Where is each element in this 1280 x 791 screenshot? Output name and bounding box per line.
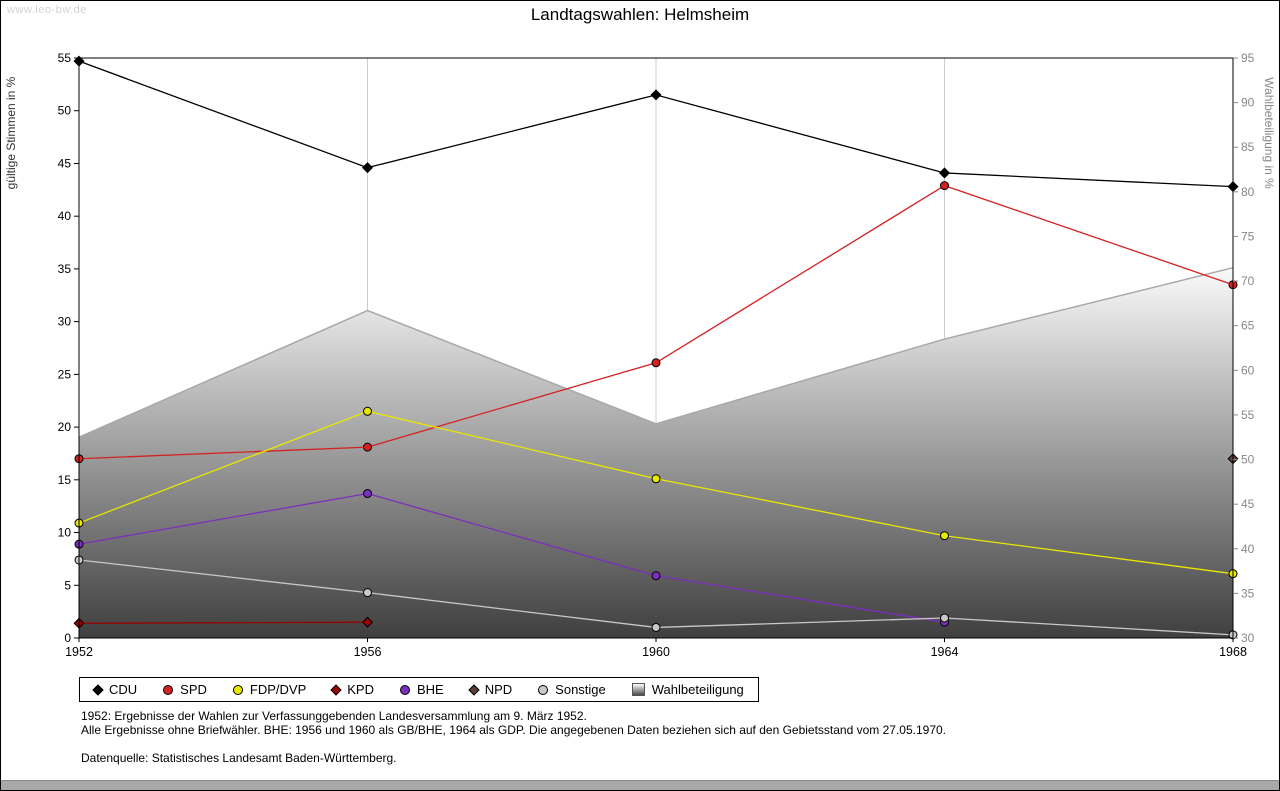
legend-label-spd: SPD <box>180 682 207 697</box>
legend-label-kpd: KPD <box>347 682 374 697</box>
legend-label-npd: NPD <box>484 682 513 697</box>
footnotes: 1952: Ergebnisse der Wahlen zur Verfassu… <box>81 709 946 765</box>
spd-point <box>363 442 372 452</box>
spd-point <box>651 358 661 368</box>
x-axis-tick-label: 1964 <box>931 645 959 659</box>
bhe-point <box>363 489 372 499</box>
legend-label-fdp-dvp: FDP/DVP <box>249 682 307 697</box>
footnote-source: Datenquelle: Statistisches Landesamt Bad… <box>81 751 397 765</box>
right-axis-tick-label: 75 <box>1241 229 1255 243</box>
left-axis-tick-label: 50 <box>58 104 72 118</box>
legend-marker-wahlbeteiligung <box>631 683 645 696</box>
right-axis-tick-label: 90 <box>1241 96 1255 110</box>
cdu-point <box>938 167 951 179</box>
legend-label-wahlbeteiligung: Wahlbeteiligung <box>651 682 744 697</box>
left-axis-tick-label: 15 <box>58 473 72 487</box>
horizontal-scrollbar[interactable] <box>1 780 1279 790</box>
legend-label-sonstige: Sonstige <box>555 682 606 697</box>
legend-marker-fdp-dvp <box>232 684 243 695</box>
left-axis-title: gültige Stimmen in % <box>4 76 18 189</box>
x-axis-tick-label: 1952 <box>65 645 93 659</box>
left-axis-tick-label: 35 <box>58 262 72 276</box>
legend-marker-spd <box>163 684 174 695</box>
right-axis-tick-label: 85 <box>1241 140 1255 154</box>
left-axis-tick-label: 45 <box>58 156 72 170</box>
right-axis-tick-label: 45 <box>1241 497 1255 511</box>
left-axis-tick-label: 5 <box>64 578 71 592</box>
left-axis-tick-label: 40 <box>58 209 72 223</box>
legend-item-bhe: BHE <box>399 682 444 697</box>
fdp-dvp-point <box>363 406 372 416</box>
legend-marker-bhe <box>399 684 410 695</box>
right-axis-tick-label: 55 <box>1241 408 1255 422</box>
cdu-point <box>361 162 374 174</box>
sonstige-point <box>363 588 372 598</box>
right-axis-tick-label: 65 <box>1241 319 1255 333</box>
watermark: www.leo-bw.de <box>7 4 87 16</box>
right-axis-tick-label: 40 <box>1241 542 1255 556</box>
left-axis-tick-label: 30 <box>58 315 72 329</box>
right-axis-tick-label: 80 <box>1241 185 1255 199</box>
right-axis-tick-label: 35 <box>1241 586 1255 600</box>
x-axis-tick-label: 1956 <box>354 645 382 659</box>
fdp-dvp-point <box>651 474 661 484</box>
left-axis-tick-label: 20 <box>58 420 72 434</box>
legend-marker-sonstige <box>538 684 549 695</box>
page-title: Landtagswahlen: Helmsheim <box>530 5 750 24</box>
legend-item-kpd: KPD <box>330 682 374 697</box>
sonstige-point <box>651 622 661 632</box>
fdp-dvp-point <box>940 531 949 541</box>
wahlbeteiligung-line <box>78 266 1234 438</box>
x-axis-tick-label: 1968 <box>1219 645 1247 659</box>
x-axis-tick-label: 1960 <box>642 645 670 659</box>
legend-label-bhe: BHE <box>416 682 444 697</box>
cdu-point <box>650 89 662 101</box>
left-axis-tick-label: 10 <box>58 526 72 540</box>
bhe-line <box>78 492 945 623</box>
legend-label-cdu: CDU <box>109 682 138 697</box>
legend-marker-kpd <box>330 683 342 696</box>
sonstige-point <box>940 613 949 623</box>
chart-plot-area: 0 5 10 15 20 25 30 35 40 45 50 55 30 35 40 45 50 55 60 65 70… <box>4 51 1276 659</box>
right-axis-tick-label: 30 <box>1241 631 1255 645</box>
left-axis-tick-label: 0 <box>64 631 71 645</box>
left-axis-tick-label: 55 <box>58 51 72 65</box>
right-axis-tick-label: 60 <box>1241 363 1255 377</box>
legend-item-wahlbeteiligung: Wahlbeteiligung <box>631 682 744 697</box>
kpd-line <box>78 621 368 624</box>
series-cdu <box>73 55 1239 193</box>
right-axis-title: Wahlbeteiligung in % <box>1262 77 1276 189</box>
bhe-point <box>651 571 661 581</box>
right-axis-tick-label: 70 <box>1241 274 1255 288</box>
right-axis-tick-label: 95 <box>1241 51 1255 65</box>
right-axis-tick-label: 50 <box>1241 453 1255 467</box>
legend-item-spd: SPD <box>163 682 207 697</box>
legend-item-npd: NPD <box>468 682 513 697</box>
legend-item-cdu: CDU <box>92 682 138 697</box>
wahlbeteiligung-area <box>79 267 1233 638</box>
legend-item-sonstige: Sonstige <box>538 682 606 697</box>
spd-point <box>940 181 949 191</box>
legend-marker-cdu <box>92 683 104 696</box>
legend: CDU SPD FDP/DVP KPD BHE NPD Sonstige Wahlbeteil… <box>79 677 759 702</box>
left-axis-tick-label: 25 <box>58 367 72 381</box>
footnote-line-1: 1952: Ergebnisse der Wahlen zur Verfassu… <box>81 709 587 723</box>
legend-item-fdp-dvp: FDP/DVP <box>232 682 307 697</box>
legend-marker-npd <box>468 683 480 696</box>
kpd-point <box>361 616 374 628</box>
footnote-line-2: Alle Ergebnisse ohne Briefwähler. BHE: 1… <box>81 723 947 737</box>
